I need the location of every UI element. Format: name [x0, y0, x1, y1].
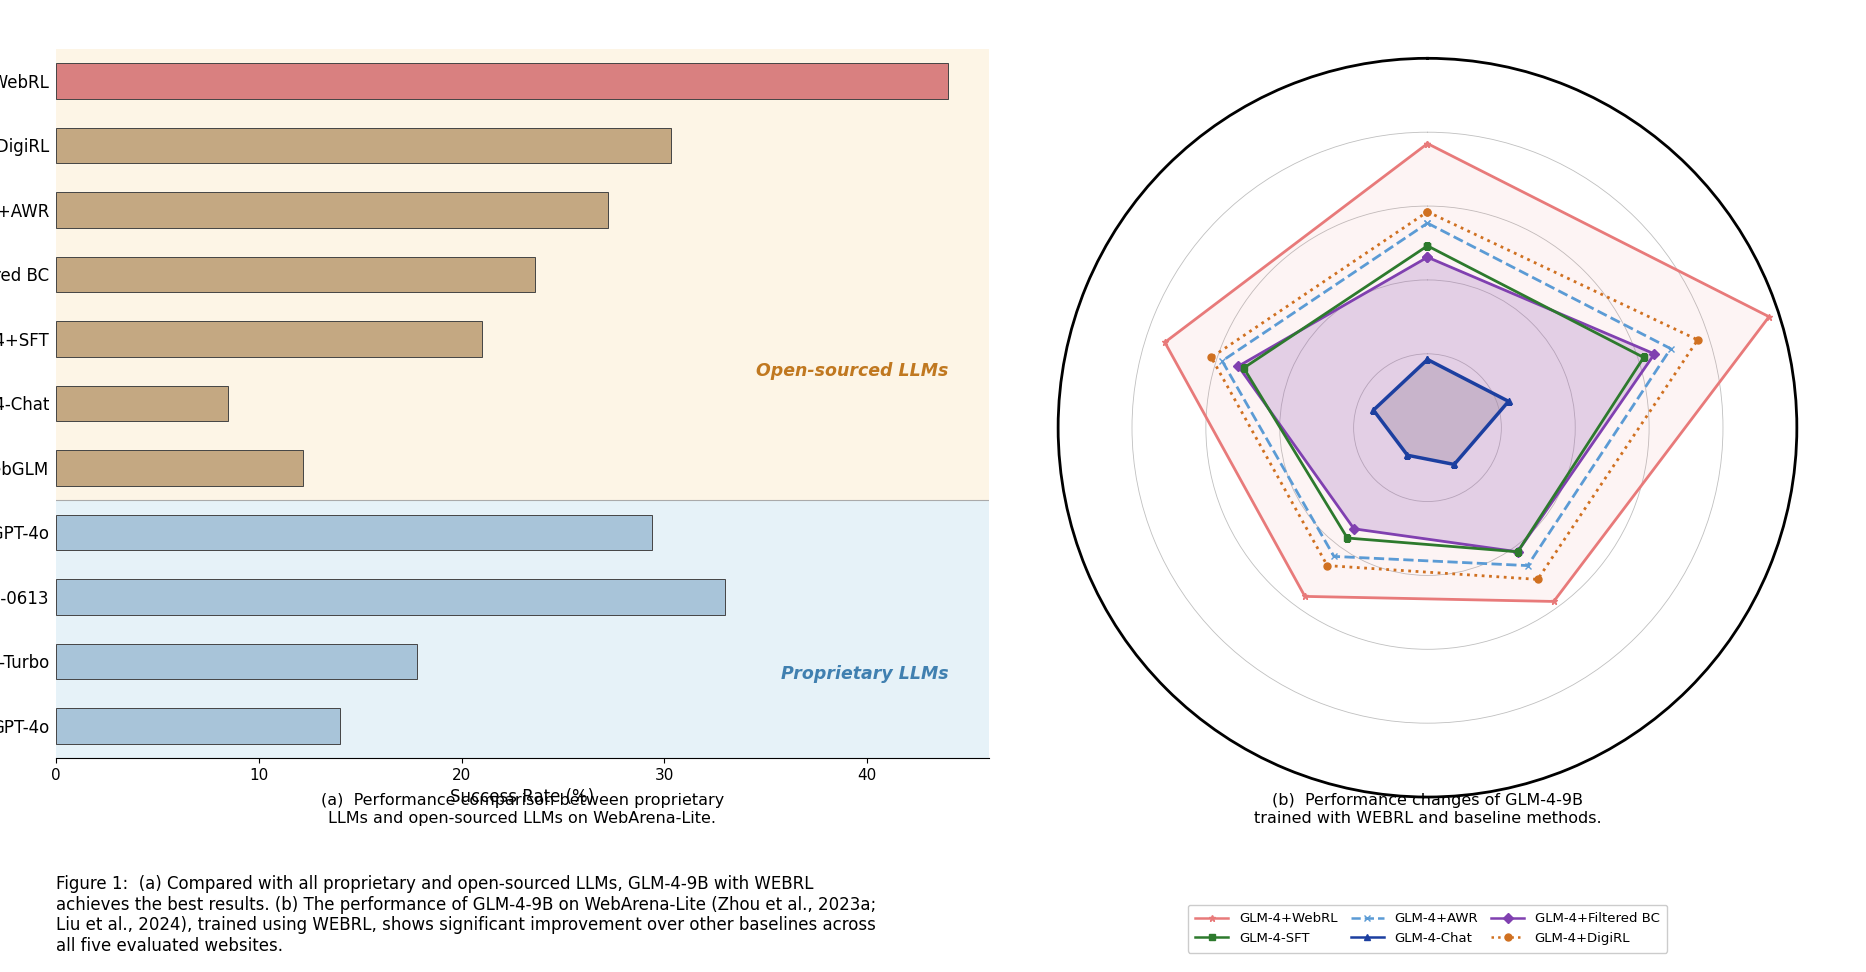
X-axis label: Success Rate (%): Success Rate (%) [450, 788, 595, 807]
Bar [56, 49, 1090, 501]
Bar [56, 450, 304, 486]
Text: Figure 1:  (a) Compared with all proprietary and open-sourced LLMs, GLM-4-9B wit: Figure 1: (a) Compared with all propriet… [56, 875, 877, 955]
Bar [56, 643, 416, 679]
Text: (b)  Performance changes of GLM-4-9B
trained with WEBRL and baseline methods.: (b) Performance changes of GLM-4-9B trai… [1254, 793, 1601, 825]
Text: Open-sourced LLMs: Open-sourced LLMs [756, 363, 948, 380]
Bar [56, 192, 608, 227]
Bar [56, 579, 726, 614]
Bar [56, 63, 948, 98]
Text: (a)  Performance comparison between proprietary
LLMs and open-sourced LLMs on We: (a) Performance comparison between propr… [321, 793, 724, 825]
Bar [56, 127, 670, 163]
Polygon shape [1239, 258, 1655, 552]
Text: Proprietary LLMs: Proprietary LLMs [780, 665, 948, 683]
Bar [56, 386, 228, 421]
Bar [56, 257, 536, 293]
Bar [56, 514, 653, 550]
Bar [56, 321, 481, 357]
Bar [56, 501, 1090, 822]
Bar [56, 709, 340, 744]
Legend: GLM-4+WebRL, GLM-4-SFT, GLM-4+AWR, GLM-4-Chat, GLM-4+Filtered BC, GLM-4+DigiRL: GLM-4+WebRL, GLM-4-SFT, GLM-4+AWR, GLM-4… [1187, 905, 1668, 953]
Polygon shape [1373, 360, 1508, 465]
Polygon shape [1164, 144, 1769, 602]
